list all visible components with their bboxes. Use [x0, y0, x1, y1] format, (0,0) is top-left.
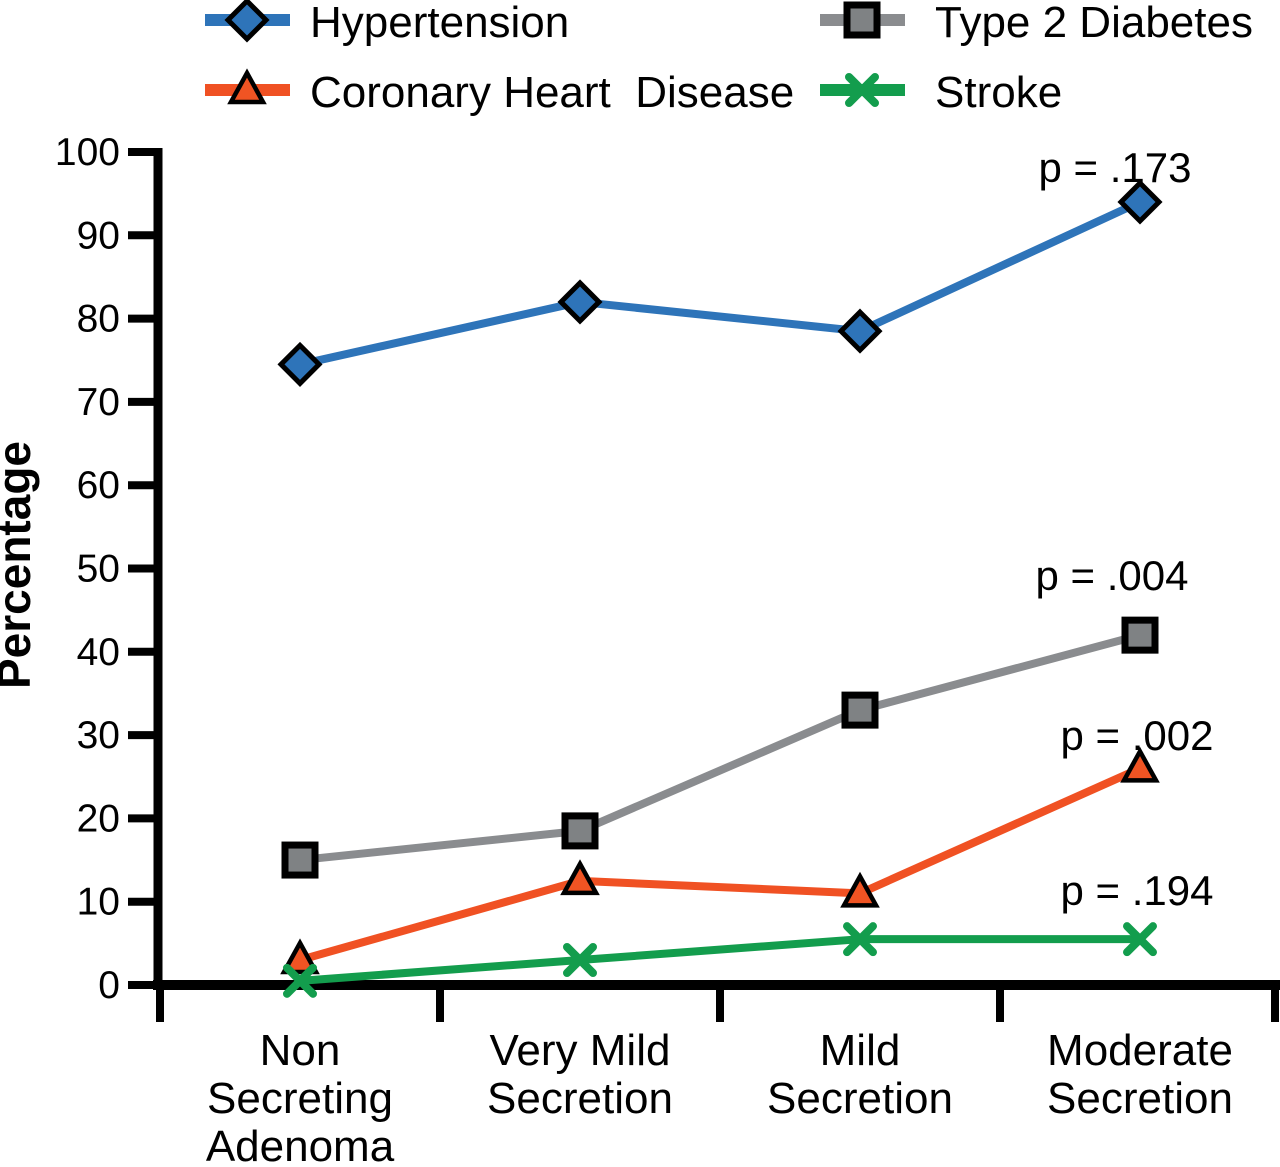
- y-tick-label: 50: [77, 548, 120, 591]
- x-category-label-line: Secreting: [207, 1074, 393, 1123]
- legend-diamond-icon: [224, 0, 270, 43]
- y-tick-label: 80: [77, 298, 120, 341]
- y-tick-label: 20: [77, 797, 120, 840]
- stroke-x-marker-icon: [1123, 922, 1157, 957]
- x-category-label-line: Mild: [820, 1026, 901, 1075]
- y-tick-label: 90: [77, 214, 120, 257]
- p-value-annotation-coronary-heart-disease: p = .002: [1061, 712, 1214, 759]
- x-category-label-line: Secretion: [767, 1074, 953, 1123]
- series-line-hypertension: [296, 197, 1144, 369]
- y-tick-label: 100: [55, 131, 120, 174]
- coronary-heart-disease-triangle-marker-icon: [560, 859, 600, 896]
- hypertension-diamond-marker-icon: [277, 341, 323, 387]
- legend-item-hypertension: Hypertension: [205, 0, 569, 47]
- legend-x-icon: [845, 73, 879, 107]
- x-category-label-line: Non: [260, 1026, 341, 1075]
- coronary-heart-disease-triangle-marker-icon: [840, 871, 880, 908]
- p-value-annotation-hypertension: p = .173: [1039, 144, 1192, 191]
- coronary-heart-disease-triangle-marker-icon: [280, 938, 320, 975]
- coronary-heart-disease-triangle-marker-icon: [1120, 746, 1160, 783]
- x-category-label-line: Very Mild: [490, 1026, 671, 1075]
- legend-label: Type 2 Diabetes: [935, 0, 1253, 47]
- p-value-annotation-type-2-diabetes: p = .004: [1036, 552, 1189, 599]
- x-category-label-line: Secretion: [1047, 1074, 1233, 1123]
- x-category-label: Moderate Secretion: [1047, 1026, 1233, 1123]
- x-category-label-line: Moderate: [1047, 1026, 1233, 1075]
- type-2-diabetes-square-marker-icon: [1121, 616, 1159, 654]
- type-2-diabetes-square-marker-icon: [841, 691, 879, 729]
- p-value-annotation-stroke: p = .194: [1061, 867, 1214, 914]
- hypertension-diamond-marker-icon: [1117, 179, 1163, 225]
- y-tick-label: 10: [77, 881, 120, 924]
- x-category-label: Very Mild Secretion: [487, 1026, 673, 1123]
- stroke-x-marker-icon: [843, 922, 877, 957]
- legend-triangle-icon: [227, 68, 267, 105]
- legend-item-coronary-heart-disease: Coronary Heart Disease: [205, 68, 794, 117]
- series-line-stroke: [296, 935, 1144, 985]
- x-category-label-line: Secretion: [487, 1074, 673, 1123]
- x-category-label-line: Adenoma: [206, 1122, 395, 1167]
- y-tick-label: 0: [98, 964, 120, 1007]
- legend-square-icon: [843, 1, 881, 39]
- y-tick-label: 70: [77, 381, 120, 424]
- stroke-x-marker-icon: [283, 963, 317, 998]
- stroke-x-marker-icon: [563, 943, 597, 978]
- series-line-type-2-diabetes: [296, 631, 1144, 865]
- x-category-label: Mild Secretion: [767, 1026, 953, 1123]
- y-tick-label: 60: [77, 464, 120, 507]
- legend-item-type-2-diabetes: Type 2 Diabetes: [820, 0, 1253, 47]
- legend-label: Hypertension: [310, 0, 569, 47]
- y-axis-title: Percentage: [0, 441, 40, 689]
- hypertension-diamond-marker-icon: [557, 279, 603, 325]
- x-category-label: Non Secreting Adenoma: [206, 1026, 395, 1167]
- y-tick-label: 40: [77, 631, 120, 674]
- series-line-coronary-heart-disease: [296, 764, 1144, 965]
- legend-label: Coronary Heart Disease: [310, 68, 794, 117]
- legend-item-stroke: Stroke: [820, 68, 1062, 117]
- y-tick-label: 30: [77, 714, 120, 757]
- hypertension-diamond-marker-icon: [837, 308, 883, 354]
- type-2-diabetes-square-marker-icon: [281, 841, 319, 879]
- legend-label: Stroke: [935, 68, 1062, 117]
- type-2-diabetes-square-marker-icon: [561, 812, 599, 850]
